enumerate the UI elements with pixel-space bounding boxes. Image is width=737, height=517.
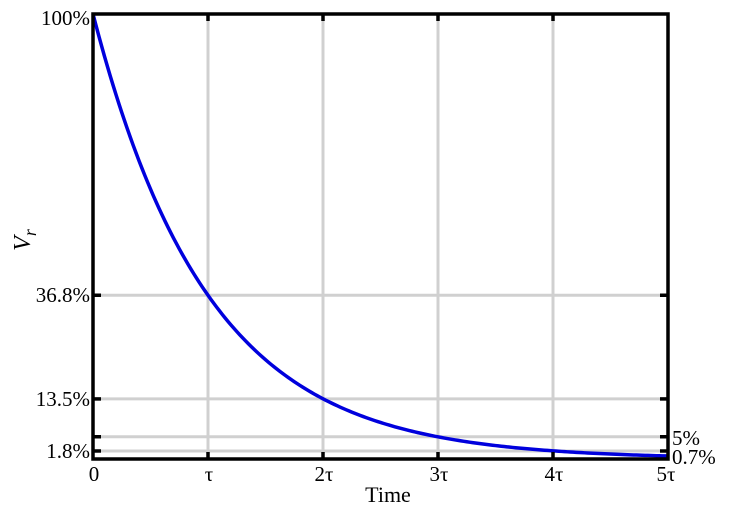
y-axis-label: Vr: [10, 228, 40, 251]
y-tick-label: 36.8%: [36, 283, 90, 307]
y-tick-label-right: 5%: [672, 426, 700, 450]
grid: [93, 14, 668, 459]
series-line-decay: [91, 13, 669, 458]
svg-text:Vr: Vr: [10, 228, 40, 251]
x-tick-label: 4τ: [545, 462, 564, 486]
x-tick-label: τ: [205, 462, 213, 486]
x-tick-label: 5τ: [657, 462, 676, 486]
x-tick-label: 3τ: [430, 462, 449, 486]
y-tick-label: 100%: [41, 6, 90, 30]
y-tick-label: 1.8%: [46, 439, 90, 463]
x-axis-label: Time: [365, 482, 411, 507]
plot-frame: [91, 12, 670, 461]
y-tick-label-right: 0.7%: [672, 445, 716, 469]
x-tick-label: 2τ: [315, 462, 334, 486]
x-tick-label: 0: [89, 462, 100, 486]
ticks: 0 τ 2τ 3τ 4τ 5τ 100% 36.8% 13.5% 1.8% 5%0.7%: [36, 6, 716, 486]
y-tick-label: 13.5%: [36, 387, 90, 411]
